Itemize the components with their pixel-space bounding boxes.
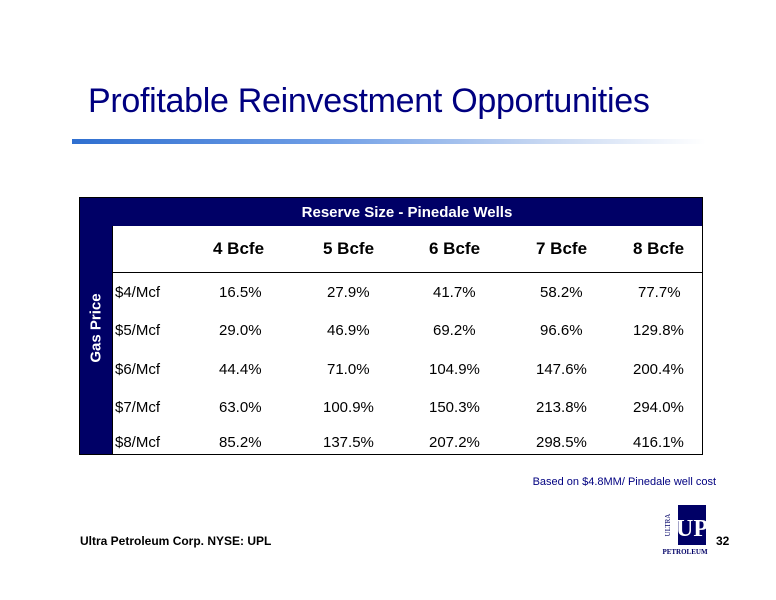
table-cell: 69.2% bbox=[433, 322, 476, 339]
row-label: $7/Mcf bbox=[115, 399, 161, 416]
table-cell: 85.2% bbox=[219, 434, 262, 451]
row-label: $5/Mcf bbox=[115, 322, 161, 339]
table-row: $5/Mcf 29.0% 46.9% 69.2% 96.6% 129.8% bbox=[113, 312, 702, 350]
table-cell: 207.2% bbox=[429, 434, 480, 451]
table-cell: 63.0% bbox=[219, 399, 262, 416]
table-cell: 41.7% bbox=[433, 284, 476, 301]
svg-text:ULTRA: ULTRA bbox=[664, 514, 672, 537]
table-cell: 16.5% bbox=[219, 284, 262, 301]
table-cell: 77.7% bbox=[638, 284, 681, 301]
row-label: $6/Mcf bbox=[115, 361, 161, 378]
table-cell: 29.0% bbox=[219, 322, 262, 339]
table-cell: 100.9% bbox=[323, 399, 374, 416]
table-row: $8/Mcf 85.2% 137.5% 207.2% 298.5% 416.1% bbox=[113, 424, 702, 462]
table-row: $4/Mcf 16.5% 27.9% 41.7% 58.2% 77.7% bbox=[113, 274, 702, 312]
table-cell: 46.9% bbox=[327, 322, 370, 339]
table-cell: 150.3% bbox=[429, 399, 480, 416]
gas-price-label: Gas Price bbox=[87, 293, 105, 363]
table-cell: 44.4% bbox=[219, 361, 262, 378]
reserve-size-header: Reserve Size - Pinedale Wells bbox=[112, 198, 702, 226]
table-cell: 137.5% bbox=[323, 434, 374, 451]
table-cell: 147.6% bbox=[536, 361, 587, 378]
table-cell: 27.9% bbox=[327, 284, 370, 301]
table-cell: 294.0% bbox=[633, 399, 684, 416]
table-cell: 129.8% bbox=[633, 322, 684, 339]
page-number: 32 bbox=[716, 534, 730, 548]
row-label: $4/Mcf bbox=[115, 284, 161, 301]
table-cell: 416.1% bbox=[633, 434, 684, 451]
column-header: 8 Bcfe bbox=[633, 239, 685, 258]
column-header-row: 4 Bcfe 5 Bcfe 6 Bcfe 7 Bcfe 8 Bcfe bbox=[113, 226, 702, 273]
table-row: $6/Mcf 44.4% 71.0% 104.9% 147.6% 200.4% bbox=[113, 351, 702, 389]
table-cell: 213.8% bbox=[536, 399, 587, 416]
returns-table: Gas Price Reserve Size - Pinedale Wells … bbox=[79, 197, 703, 455]
title-divider bbox=[72, 139, 706, 144]
svg-text:UP: UP bbox=[676, 516, 708, 542]
table-row: $7/Mcf 63.0% 100.9% 150.3% 213.8% 294.0% bbox=[113, 389, 702, 427]
ultra-petroleum-logo: UP ULTRA PETROLEUM bbox=[662, 505, 708, 556]
table-cell: 96.6% bbox=[540, 322, 583, 339]
table-grid: 4 Bcfe 5 Bcfe 6 Bcfe 7 Bcfe 8 Bcfe $4/Mc… bbox=[112, 226, 703, 454]
gas-price-header: Gas Price bbox=[80, 198, 112, 454]
footnote: Based on $4.8MM/ Pinedale well cost bbox=[532, 476, 716, 488]
slide-title: Profitable Reinvestment Opportunities bbox=[88, 82, 650, 120]
company-footer: Ultra Petroleum Corp. NYSE: UPL bbox=[80, 534, 272, 548]
table-cell: 298.5% bbox=[536, 434, 587, 451]
table-cell: 200.4% bbox=[633, 361, 684, 378]
table-cell: 71.0% bbox=[327, 361, 370, 378]
table-cell: 104.9% bbox=[429, 361, 480, 378]
column-header: 4 Bcfe bbox=[213, 239, 265, 258]
svg-text:PETROLEUM: PETROLEUM bbox=[662, 548, 708, 556]
column-header: 6 Bcfe bbox=[429, 239, 481, 258]
column-header: 7 Bcfe bbox=[536, 239, 588, 258]
column-header: 5 Bcfe bbox=[323, 239, 375, 258]
row-label: $8/Mcf bbox=[115, 434, 161, 451]
table-cell: 58.2% bbox=[540, 284, 583, 301]
